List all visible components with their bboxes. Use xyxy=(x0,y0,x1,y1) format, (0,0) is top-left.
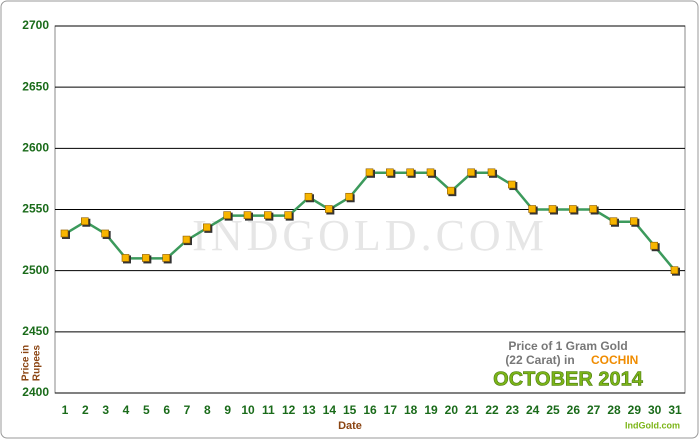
y-tick-label: 2450 xyxy=(22,324,49,338)
marker xyxy=(304,192,313,201)
marker xyxy=(345,192,353,201)
marker xyxy=(569,205,577,213)
marker xyxy=(467,168,475,177)
marker xyxy=(508,180,516,189)
marker xyxy=(670,266,679,274)
x-tick-label: 5 xyxy=(143,403,150,417)
marker xyxy=(386,168,394,177)
caption-line: Price of 1 Gram Gold xyxy=(508,339,627,353)
marker xyxy=(406,168,414,177)
y-axis-label: Rupees xyxy=(32,345,43,382)
y-axis-label: Price in xyxy=(21,345,32,381)
x-tick-label: 15 xyxy=(343,403,357,417)
x-axis-label: Date xyxy=(338,420,362,432)
marker xyxy=(121,254,130,262)
x-tick-label: 30 xyxy=(648,403,662,417)
marker xyxy=(548,205,557,213)
x-tick-label: 14 xyxy=(323,403,337,417)
marker xyxy=(528,205,536,213)
y-tick-label: 2400 xyxy=(22,385,49,399)
y-tick-label: 2700 xyxy=(22,18,49,32)
marker xyxy=(81,217,89,226)
marker xyxy=(630,217,638,226)
x-tick-label: 4 xyxy=(123,403,130,417)
x-tick-label: 19 xyxy=(424,403,438,417)
x-tick-label: 3 xyxy=(102,403,109,417)
x-tick-label: 26 xyxy=(567,403,581,417)
marker xyxy=(101,229,109,238)
x-tick-label: 18 xyxy=(404,403,418,417)
x-tick-label: 13 xyxy=(302,403,316,417)
marker xyxy=(365,168,374,177)
x-tick-label: 29 xyxy=(628,403,642,417)
marker xyxy=(182,235,191,244)
marker xyxy=(203,223,211,232)
x-tick-label: 12 xyxy=(282,403,296,417)
x-tick-label: 28 xyxy=(607,403,621,417)
x-tick-label: 1 xyxy=(62,403,69,417)
x-tick-label: 7 xyxy=(184,403,191,417)
marker xyxy=(325,205,333,213)
marker xyxy=(650,241,658,250)
marker xyxy=(162,254,170,262)
x-tick-label: 17 xyxy=(384,403,398,417)
x-tick-label: 21 xyxy=(465,403,479,417)
marker xyxy=(609,217,618,226)
caption-line: (22 Carat) in xyxy=(505,353,574,367)
x-tick-label: 16 xyxy=(363,403,377,417)
x-tick-label: 2 xyxy=(82,403,89,417)
x-tick-label: 11 xyxy=(262,403,275,417)
y-tick-label: 2550 xyxy=(22,202,49,216)
caption-period: OCTOBER 2014 xyxy=(493,368,644,390)
x-tick-label: 6 xyxy=(163,403,170,417)
x-tick-label: 22 xyxy=(485,403,499,417)
caption-site: IndGold.com xyxy=(625,420,680,430)
x-tick-label: 8 xyxy=(204,403,211,417)
caption-city: COCHIN xyxy=(591,353,638,367)
marker xyxy=(60,229,69,238)
marker xyxy=(223,211,231,219)
marker xyxy=(264,211,272,219)
y-tick-label: 2600 xyxy=(22,141,49,155)
marker xyxy=(284,211,292,219)
x-tick-label: 25 xyxy=(546,403,560,417)
x-tick-label: 10 xyxy=(241,403,255,417)
x-tick-label: 23 xyxy=(506,403,520,417)
marker xyxy=(142,254,150,262)
x-tick-label: 9 xyxy=(224,403,231,417)
marker xyxy=(447,186,455,195)
marker xyxy=(589,205,597,213)
x-tick-label: 20 xyxy=(445,403,459,417)
marker xyxy=(487,168,496,177)
x-tick-label: 27 xyxy=(587,403,601,417)
x-tick-label: 31 xyxy=(668,403,682,417)
marker xyxy=(243,211,252,219)
y-tick-label: 2650 xyxy=(22,79,49,93)
y-tick-label: 2500 xyxy=(22,263,49,277)
marker xyxy=(426,168,435,177)
x-tick-label: 24 xyxy=(526,403,540,417)
